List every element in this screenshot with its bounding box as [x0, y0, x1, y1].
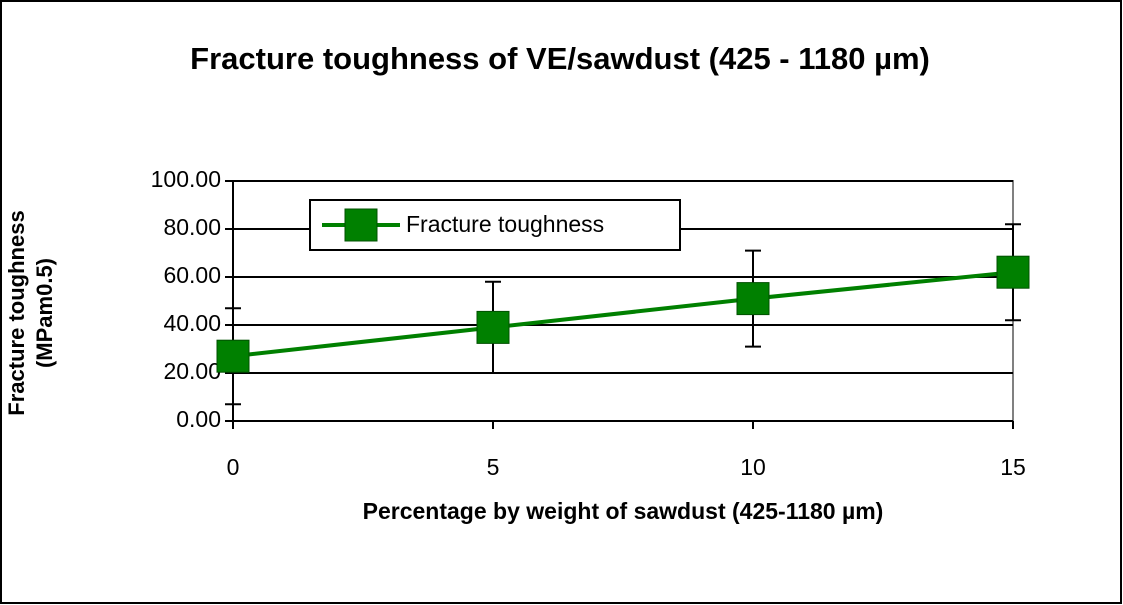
marker — [736, 282, 770, 316]
x-tick-label: 0 — [227, 454, 240, 480]
x-tick-label: 15 — [1000, 454, 1026, 480]
x-tick-label: 5 — [487, 454, 500, 480]
marker — [476, 310, 510, 344]
y-tick-label: 80.00 — [163, 214, 221, 240]
x-axis-label: Percentage by weight of sawdust (425-118… — [362, 498, 884, 524]
marker — [216, 339, 250, 373]
marker — [996, 255, 1030, 289]
x-tick-label: 10 — [740, 454, 766, 480]
y-tick-label: 0.00 — [176, 406, 221, 432]
legend-marker — [344, 208, 378, 242]
y-axis-label: Fracture toughness (MPam0.5) — [4, 210, 57, 416]
y-tick-label: 60.00 — [163, 262, 221, 288]
y-tick-label: 20.00 — [163, 358, 221, 384]
legend-label: Fracture toughness — [406, 211, 604, 237]
y-tick-label: 100.00 — [151, 166, 221, 192]
series-line — [232, 270, 1014, 359]
chart-title: Fracture toughness of VE/sawdust (425 - … — [190, 41, 930, 76]
y-tick-label: 40.00 — [163, 310, 221, 336]
legend-box — [309, 199, 681, 251]
